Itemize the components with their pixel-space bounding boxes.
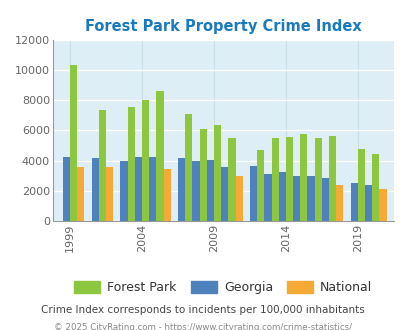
- Bar: [249, 166, 256, 221]
- Bar: [63, 157, 70, 221]
- Bar: [321, 184, 328, 221]
- Bar: [134, 167, 142, 221]
- Title: Forest Park Property Crime Index: Forest Park Property Crime Index: [85, 19, 361, 34]
- Bar: [292, 182, 300, 221]
- Bar: [77, 167, 84, 221]
- Text: © 2025 CityRating.com - https://www.cityrating.com/crime-statistics/: © 2025 CityRating.com - https://www.city…: [54, 323, 351, 330]
- Bar: [350, 182, 357, 221]
- Bar: [213, 125, 221, 221]
- Text: Crime Index corresponds to incidents per 100,000 inhabitants: Crime Index corresponds to incidents per…: [41, 305, 364, 315]
- Bar: [206, 170, 213, 221]
- Bar: [192, 161, 199, 221]
- Bar: [149, 157, 156, 221]
- Bar: [98, 110, 106, 221]
- Bar: [134, 157, 142, 221]
- Bar: [300, 134, 307, 221]
- Bar: [307, 176, 314, 221]
- Bar: [192, 170, 199, 221]
- Bar: [256, 150, 264, 221]
- Bar: [328, 136, 335, 221]
- Bar: [314, 138, 321, 221]
- Bar: [92, 158, 98, 221]
- Bar: [335, 185, 343, 221]
- Bar: [185, 114, 192, 221]
- Bar: [106, 167, 113, 221]
- Bar: [264, 177, 271, 221]
- Bar: [228, 138, 235, 221]
- Bar: [235, 177, 242, 221]
- Bar: [379, 189, 386, 221]
- Bar: [357, 148, 364, 221]
- Legend: Forest Park, Georgia, National: Forest Park, Georgia, National: [70, 278, 375, 298]
- Bar: [292, 176, 300, 221]
- Bar: [142, 100, 149, 221]
- Bar: [371, 154, 379, 221]
- Bar: [264, 174, 271, 221]
- Bar: [271, 138, 278, 221]
- Bar: [307, 183, 314, 221]
- Bar: [285, 137, 292, 221]
- Bar: [221, 175, 228, 221]
- Bar: [278, 172, 285, 221]
- Bar: [364, 185, 371, 221]
- Bar: [127, 107, 134, 221]
- Bar: [206, 160, 213, 221]
- Bar: [163, 169, 171, 221]
- Bar: [364, 185, 371, 221]
- Bar: [156, 91, 163, 221]
- Bar: [321, 178, 328, 221]
- Bar: [221, 167, 228, 221]
- Bar: [70, 65, 77, 221]
- Bar: [199, 129, 206, 221]
- Bar: [149, 167, 156, 221]
- Bar: [278, 179, 285, 221]
- Bar: [177, 158, 185, 221]
- Bar: [120, 161, 127, 221]
